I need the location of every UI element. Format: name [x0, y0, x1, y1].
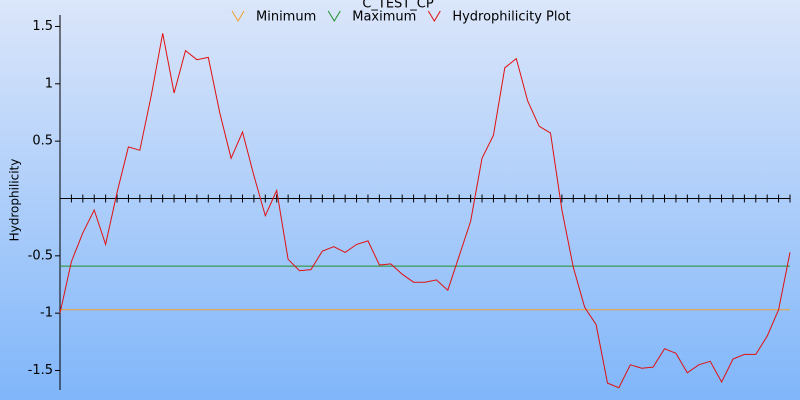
legend-label: Minimum — [256, 10, 316, 25]
y-tick-label: -1.5 — [28, 363, 53, 378]
y-tick-label: -0.5 — [28, 248, 53, 263]
legend-icon — [327, 10, 341, 22]
y-tick-label: 1 — [45, 76, 53, 91]
y-tick-label: -1 — [40, 306, 53, 321]
legend-label: Maximum — [352, 10, 416, 25]
y-axis-label: Hydrophilicity — [8, 159, 22, 242]
legend-label: Hydrophilicity Plot — [452, 10, 570, 25]
legend-icon — [427, 10, 441, 22]
legend-icon — [231, 10, 245, 22]
y-tick-label: 0.5 — [32, 134, 53, 149]
data-line — [59, 33, 791, 389]
y-tick-label: 1.5 — [32, 19, 53, 34]
chart-title: C_TEST_CP — [362, 0, 434, 12]
